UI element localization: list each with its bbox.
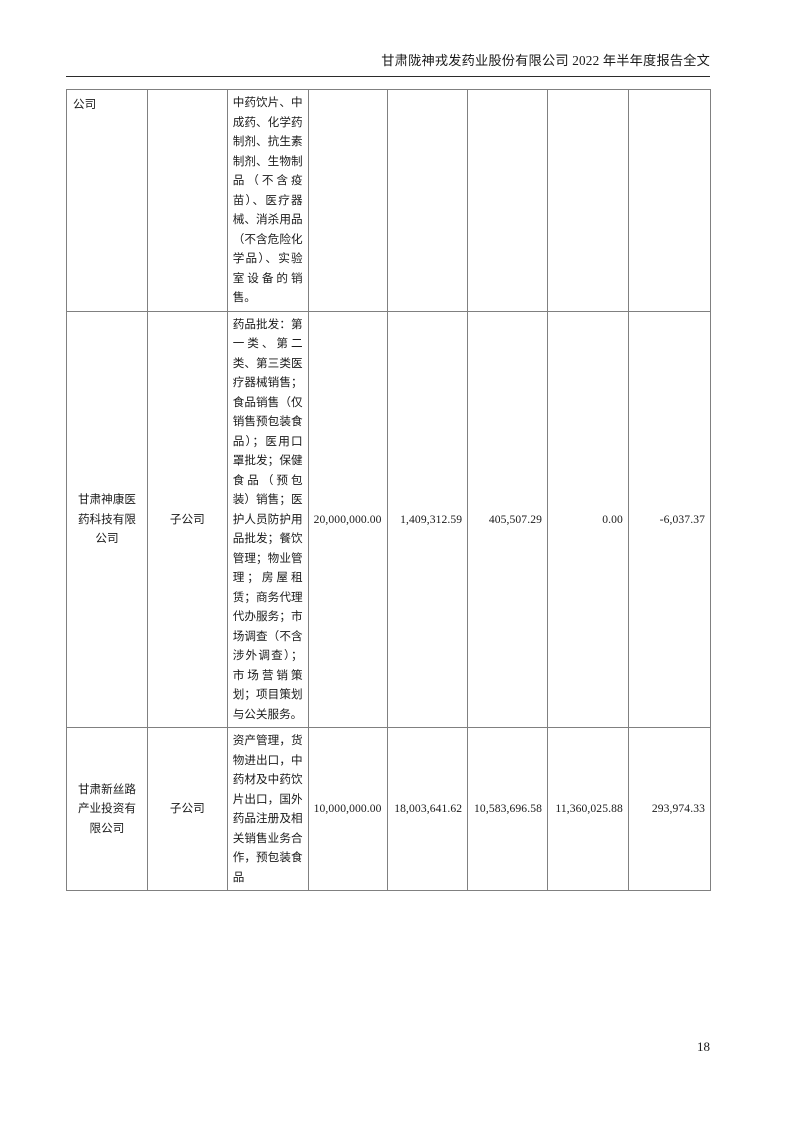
table-row: 甘肃神康医药科技有限公司 子公司 药品批发：第一类、第二类、第三类医疗器械销售；… [66,310,712,728]
cell-business-scope: 药品批发：第一类、第二类、第三类医疗器械销售；食品销售（仅销售预包装食品）；医用… [226,310,309,728]
cell-registered-capital [307,89,389,312]
running-header: 甘肃陇神戎发药业股份有限公司 2022 年半年度报告全文 [381,53,710,68]
cell-total-assets: 18,003,641.62 [387,727,469,891]
cell-company-name: 公司 [66,89,148,312]
cell-net-assets [467,89,548,312]
cell-business-scope: 中药饮片、中成药、化学药制剂、抗生素制剂、生物制品（不含疫苗）、医疗器械、消杀用… [226,89,309,312]
subsidiary-information-table: 公司 中药饮片、中成药、化学药制剂、抗生素制剂、生物制品（不含疫苗）、医疗器械、… [66,89,712,891]
table-row: 甘肃新丝路产业投资有限公司 子公司 资产管理，货物进出口，中药材及中药饮片出口，… [66,727,712,891]
cell-registered-capital: 10,000,000.00 [307,727,389,891]
cell-company-name: 甘肃神康医药科技有限公司 [66,310,148,728]
cell-operating-revenue: 11,360,025.88 [547,727,629,891]
table-row: 公司 中药饮片、中成药、化学药制剂、抗生素制剂、生物制品（不含疫苗）、医疗器械、… [66,89,712,312]
cell-operating-profit [627,89,712,312]
cell-operating-profit: 293,974.33 [627,727,712,891]
cell-operating-revenue: 0.00 [547,310,629,728]
cell-net-assets: 10,583,696.58 [467,727,548,891]
cell-company-name: 甘肃新丝路产业投资有限公司 [66,727,148,891]
cell-company-type [146,89,228,312]
header-rule [66,76,710,77]
cell-net-assets: 405,507.29 [467,310,548,728]
cell-registered-capital: 20,000,000.00 [307,310,389,728]
cell-operating-profit: -6,037.37 [627,310,712,728]
cell-total-assets [387,89,469,312]
cell-company-type: 子公司 [146,727,228,891]
cell-business-scope: 资产管理，货物进出口，中药材及中药饮片出口，国外药品注册及相关销售业务合作，预包… [226,727,309,891]
cell-operating-revenue [547,89,629,312]
cell-total-assets: 1,409,312.59 [387,310,469,728]
cell-company-type: 子公司 [146,310,228,728]
page-number: 18 [697,1039,710,1054]
